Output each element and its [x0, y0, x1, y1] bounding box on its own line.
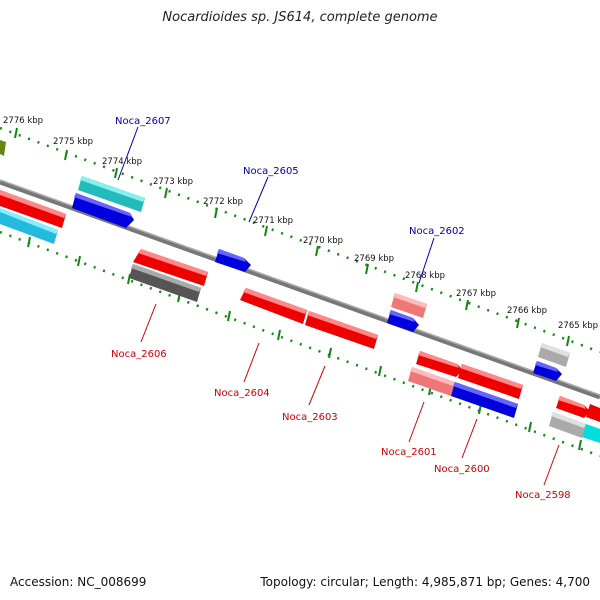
- gene-labels: Noca_2607 Noca_2605 Noca_2602 Noca_2606 …: [111, 116, 571, 501]
- gene-feature: [393, 293, 427, 308]
- gene-feature: [133, 249, 208, 286]
- gene-label: Noca_2598: [515, 490, 571, 501]
- gene-features: [0, 140, 600, 443]
- gene-label: Noca_2603: [282, 412, 338, 423]
- topology-text: Topology: circular; Length: 4,985,871 bp…: [260, 575, 590, 589]
- gene-feature: [217, 249, 246, 262]
- leader-lines: [117, 126, 560, 486]
- gene-label: Noca_2601: [381, 447, 437, 458]
- kbp-label: 2769 kbp: [354, 254, 394, 264]
- kbp-label: 2776 kbp: [3, 116, 43, 126]
- gene-feature: [535, 361, 558, 372]
- gene-feature: [418, 351, 459, 368]
- map-title: Nocardioides sp. JS614, complete genome: [162, 10, 438, 25]
- gene-feature: [74, 193, 132, 217]
- kbp-label: 2774 kbp: [102, 157, 142, 167]
- gene-feature: [0, 190, 66, 218]
- kbp-label: 2768 kbp: [405, 271, 445, 281]
- gene-label: Noca_2602: [409, 226, 465, 237]
- gene-feature: [540, 343, 570, 357]
- gene-feature: [558, 396, 586, 409]
- gene-label: Noca_2604: [214, 388, 270, 399]
- gene-label: Noca_2607: [115, 116, 171, 127]
- kbp-label: 2770 kbp: [303, 236, 343, 246]
- gene-feature: [131, 264, 201, 292]
- gene-feature: [72, 193, 134, 228]
- gene-feature: [0, 208, 58, 234]
- gene-feature: [389, 310, 415, 322]
- kbp-label: 2773 kbp: [153, 177, 193, 187]
- gene-label: Noca_2606: [111, 349, 167, 360]
- gene-feature: [307, 311, 378, 339]
- kbp-label: 2772 kbp: [203, 197, 243, 207]
- gene-label: Noca_2600: [434, 464, 490, 475]
- gene-feature: [240, 288, 307, 324]
- gene-label: Noca_2605: [243, 166, 299, 177]
- gene-feature: [138, 249, 208, 276]
- kbp-label: 2766 kbp: [507, 306, 547, 316]
- kbp-label: 2771 kbp: [253, 216, 293, 226]
- kbp-labels: 2776 kbp 2775 kbp 2774 kbp 2773 kbp 2772…: [3, 116, 598, 331]
- gene-feature: [410, 367, 455, 386]
- gene-feature: [551, 412, 586, 428]
- gene-feature: [460, 364, 523, 389]
- gene-feature: [0, 140, 6, 156]
- kbp-label: 2765 kbp: [558, 321, 598, 331]
- inner-tick-track: [0, 230, 600, 458]
- gene-feature: [586, 404, 600, 422]
- outer-major-ticks: [14, 127, 570, 347]
- gene-feature: [582, 424, 600, 443]
- accession-text: Accession: NC_008699: [10, 575, 147, 589]
- gene-feature: [453, 382, 518, 408]
- outer-tick-track: [0, 126, 600, 354]
- kbp-label: 2775 kbp: [53, 137, 93, 147]
- gene-feature: [80, 176, 145, 202]
- gene-feature: [243, 288, 307, 314]
- kbp-label: 2767 kbp: [456, 289, 496, 299]
